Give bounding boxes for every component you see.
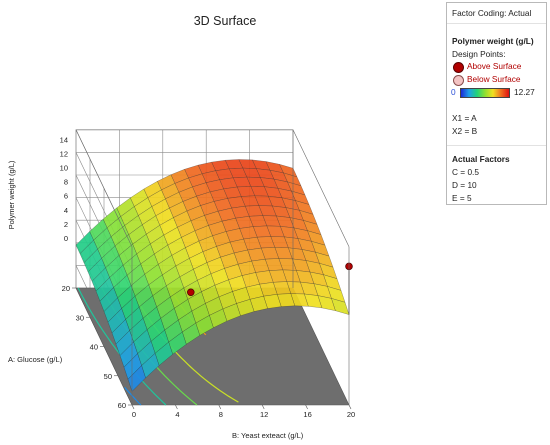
actual-factor-c: C = 0.5 <box>452 167 479 177</box>
x-tick-label: 0 <box>132 410 136 419</box>
x-tick-label: 12 <box>260 410 268 419</box>
z-tick-label: 2 <box>64 220 68 229</box>
axis-frame <box>75 129 350 405</box>
y-axis-label: A: Glucose (g/L) <box>8 355 63 364</box>
chart-title: 3D Surface <box>194 14 257 28</box>
tick-labels: 0 2 4 6 8 10 12 14 20 30 40 50 60 0 4 8 12 16 20 <box>60 135 356 419</box>
x-tick-label: 8 <box>219 410 223 419</box>
factor-x2: X2 = B <box>452 126 478 136</box>
actual-factor-d: D = 10 <box>452 180 477 190</box>
actual-factors-label: Actual Factors <box>452 154 510 164</box>
color-scale-high: 12.27 <box>514 87 535 97</box>
x-axis-label: B: Yeast exteact (g/L) <box>232 431 304 440</box>
x-tick-label: 4 <box>175 410 179 419</box>
below-surface-label: Below Surface <box>467 74 521 84</box>
actual-factor-e: E = 5 <box>452 193 472 203</box>
response-label: Polymer weight (g/L) <box>452 36 534 46</box>
color-scale-low: 0 <box>451 87 456 97</box>
legend-panel: Factor Coding: Actual Polymer weight (g/… <box>446 2 547 205</box>
y-tick-label: 40 <box>90 343 98 352</box>
y-tick-label: 30 <box>76 313 84 322</box>
y-tick-label: 60 <box>118 401 126 410</box>
above-surface-icon <box>453 62 464 73</box>
factor-x1: X1 = A <box>452 113 477 123</box>
x-tick-label: 16 <box>303 410 311 419</box>
below-surface-icon <box>453 75 464 86</box>
above-surface-label: Above Surface <box>467 61 522 71</box>
response-surface <box>75 159 350 392</box>
color-scale-bar <box>460 88 510 98</box>
z-axis-label: Polymer weight (g/L) <box>7 160 16 229</box>
z-tick-label: 8 <box>64 178 68 187</box>
x-tick-label: 20 <box>347 410 355 419</box>
y-tick-label: 20 <box>62 284 70 293</box>
z-tick-label: 0 <box>64 234 68 243</box>
factor-coding-label: Factor Coding: Actual <box>452 8 532 18</box>
design-point-2 <box>187 288 195 297</box>
design-points-label: Design Points: <box>452 49 506 59</box>
y-tick-label: 50 <box>104 372 112 381</box>
z-tick-label: 10 <box>60 164 68 173</box>
z-tick-label: 4 <box>64 206 68 215</box>
z-tick-label: 12 <box>60 149 68 158</box>
z-tick-label: 14 <box>60 135 68 144</box>
z-tick-label: 6 <box>64 192 68 201</box>
